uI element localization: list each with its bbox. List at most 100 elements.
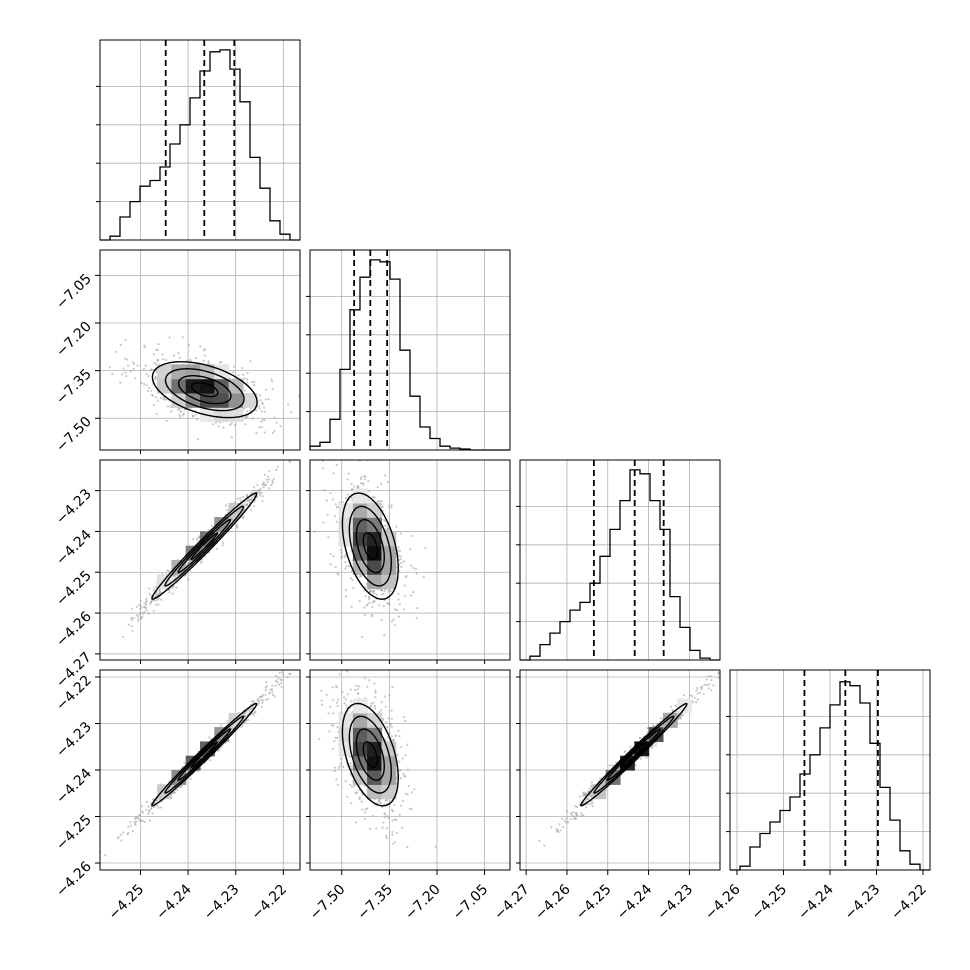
density-bin bbox=[352, 560, 368, 575]
sample-point bbox=[170, 410, 173, 413]
sample-point bbox=[717, 676, 720, 679]
sample-point bbox=[565, 817, 568, 820]
sample-point bbox=[244, 389, 247, 392]
sample-point bbox=[397, 729, 400, 732]
sample-point bbox=[338, 765, 341, 768]
sample-point bbox=[143, 346, 146, 349]
sample-point bbox=[147, 812, 150, 816]
sample-point bbox=[385, 721, 388, 724]
y-tick-label: −7.20 bbox=[53, 319, 95, 361]
sample-point bbox=[372, 701, 375, 704]
sample-point bbox=[624, 750, 627, 753]
density-panel-3-2 bbox=[309, 459, 511, 661]
sample-point bbox=[346, 493, 350, 496]
sample-point bbox=[262, 699, 265, 702]
x-tick-label: −4.24 bbox=[614, 881, 656, 923]
sample-point bbox=[265, 478, 268, 481]
sample-point bbox=[282, 673, 285, 676]
sample-point bbox=[389, 589, 392, 593]
sample-point bbox=[258, 407, 261, 410]
sample-point bbox=[168, 336, 171, 339]
sample-point bbox=[340, 551, 343, 554]
sample-point bbox=[344, 555, 347, 559]
density-bin bbox=[352, 698, 368, 714]
sample-point bbox=[410, 564, 413, 567]
sample-point bbox=[395, 525, 398, 529]
sample-point bbox=[339, 762, 342, 765]
contour-line bbox=[190, 741, 219, 769]
sample-point bbox=[371, 605, 374, 609]
sample-point bbox=[349, 783, 352, 787]
sample-point bbox=[289, 672, 292, 676]
sample-point bbox=[538, 839, 541, 843]
sample-point bbox=[387, 602, 390, 605]
sample-point bbox=[572, 817, 575, 820]
density-layer bbox=[538, 671, 720, 847]
sample-point bbox=[378, 604, 381, 607]
sample-point bbox=[350, 765, 353, 768]
sample-point bbox=[148, 587, 151, 590]
sample-point bbox=[377, 499, 380, 502]
sample-point bbox=[320, 689, 323, 692]
sample-point bbox=[241, 367, 244, 370]
sample-point bbox=[337, 767, 340, 770]
sample-point bbox=[233, 501, 237, 504]
sample-point bbox=[254, 409, 258, 412]
sample-point bbox=[361, 482, 364, 485]
sample-point bbox=[279, 425, 282, 428]
sample-point bbox=[145, 384, 148, 387]
sample-point bbox=[550, 826, 553, 829]
sample-point bbox=[137, 817, 140, 821]
sample-point bbox=[356, 486, 359, 489]
sample-point bbox=[693, 696, 696, 700]
sample-point bbox=[710, 689, 713, 692]
sample-point bbox=[392, 618, 395, 621]
density-bin bbox=[367, 502, 382, 518]
sample-point bbox=[331, 686, 334, 689]
sample-point bbox=[583, 792, 586, 795]
sample-point bbox=[271, 690, 274, 693]
sample-point bbox=[320, 703, 324, 706]
sample-point bbox=[138, 814, 141, 817]
sample-point bbox=[357, 692, 360, 695]
y-tick-label: −7.50 bbox=[53, 414, 95, 456]
sample-point bbox=[159, 396, 162, 400]
sample-point bbox=[335, 778, 338, 781]
sample-point bbox=[145, 609, 148, 612]
sample-point bbox=[242, 496, 245, 499]
sample-point bbox=[194, 414, 197, 417]
sample-point bbox=[230, 436, 233, 439]
sample-point bbox=[393, 624, 396, 627]
sample-point bbox=[645, 756, 648, 759]
sample-point bbox=[678, 715, 681, 718]
sample-point bbox=[258, 699, 261, 703]
density-bin bbox=[381, 770, 397, 785]
density-bin bbox=[242, 392, 258, 408]
panel-frame bbox=[309, 249, 511, 451]
sample-point bbox=[288, 456, 290, 458]
sample-point bbox=[182, 412, 186, 415]
sample-point bbox=[368, 601, 371, 605]
sample-point bbox=[131, 629, 134, 632]
panel-frame bbox=[99, 249, 301, 451]
sample-point bbox=[344, 595, 347, 598]
sample-point bbox=[576, 805, 579, 809]
sample-point bbox=[271, 431, 275, 434]
sample-point bbox=[244, 423, 247, 426]
sample-point bbox=[344, 698, 347, 701]
density-bin bbox=[228, 392, 244, 408]
sample-point bbox=[422, 575, 425, 579]
sample-point bbox=[574, 816, 577, 820]
histogram-step bbox=[309, 259, 510, 451]
sample-point bbox=[543, 844, 546, 847]
density-panel-4-2 bbox=[309, 669, 511, 871]
sample-point bbox=[691, 700, 694, 703]
sample-point bbox=[381, 826, 384, 829]
sample-point bbox=[160, 598, 163, 601]
sample-point bbox=[372, 495, 375, 498]
sample-point bbox=[696, 692, 700, 695]
sample-point bbox=[383, 634, 386, 637]
sample-point bbox=[140, 810, 143, 813]
x-tick-label: −4.25 bbox=[749, 882, 791, 924]
sample-point bbox=[412, 566, 415, 570]
